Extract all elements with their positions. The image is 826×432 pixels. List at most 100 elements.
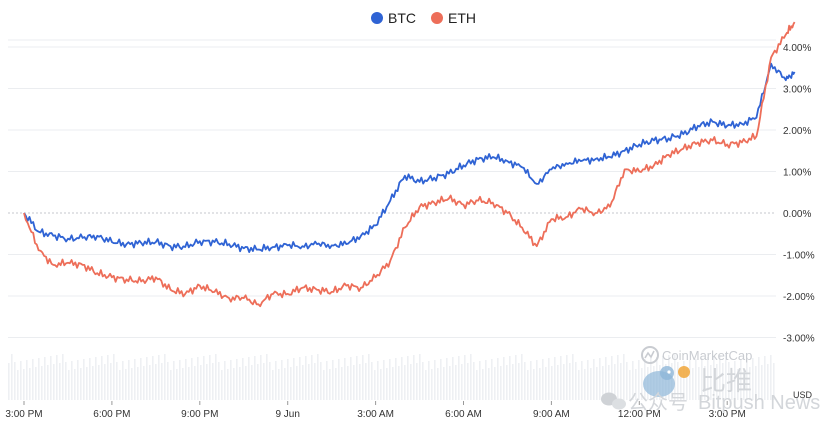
volume-bar (203, 356, 205, 400)
volume-bar (119, 370, 121, 400)
volume-bar (530, 361, 532, 400)
volume-bar (434, 360, 436, 400)
volume-bar (200, 365, 202, 400)
volume-bar (344, 358, 346, 400)
volume-bar (140, 358, 142, 400)
volume-bar (476, 370, 478, 400)
volume-bar (80, 368, 82, 400)
y-axis-unit: USD (793, 390, 813, 400)
volume-bar (611, 356, 613, 400)
y-tick-label: 2.00% (783, 126, 811, 137)
volume-bar (206, 364, 208, 400)
bitpush-cn-watermark: 比推 (700, 367, 752, 397)
volume-bar (563, 364, 565, 400)
volume-bar (392, 367, 394, 400)
y-axis-ticks: 4.00% 3.00% 2.00% 1.00% 0.00% -1.00% -2.00% -3.… (783, 43, 815, 345)
volume-bar (116, 362, 118, 400)
volume-bar (296, 366, 298, 400)
volume-bar (719, 355, 721, 400)
volume-bar (122, 361, 124, 400)
volume-bar (215, 354, 217, 400)
volume-bar (131, 368, 133, 400)
volume-bar (374, 370, 376, 400)
volume-bar (512, 364, 514, 400)
volume-bar (575, 362, 577, 400)
x-tick-label: 6:00 AM (445, 409, 482, 420)
legend-eth-swatch (431, 12, 443, 24)
volume-bar (602, 366, 604, 400)
volume-bar (317, 354, 319, 400)
volume-bar (155, 364, 157, 400)
volume-bar (110, 363, 112, 400)
volume-bar (329, 369, 331, 400)
volume-bar (65, 362, 67, 400)
volume-bar (194, 366, 196, 400)
volume-bar (437, 368, 439, 400)
volume-bar (272, 370, 274, 400)
volume-bar (515, 355, 517, 400)
volume-bar (752, 358, 754, 400)
volume-bar (98, 365, 100, 400)
volume-bar (14, 362, 16, 400)
volume-bar (128, 360, 130, 400)
series-line-eth (23, 21, 796, 308)
volume-bar (608, 365, 610, 400)
volume-bar (500, 366, 502, 400)
volume-bar (188, 367, 190, 400)
volume-bar (107, 355, 109, 400)
volume-bar (494, 367, 496, 400)
volume-bar (587, 360, 589, 400)
volume-bar (275, 361, 277, 400)
volume-bar (74, 369, 76, 400)
bitpush-news-watermark: Bitpush News (698, 392, 820, 414)
watermarks: CoinMarketCap 公众号 比推 Bitpush News (601, 346, 820, 414)
volume-bar (32, 359, 34, 400)
volume-bar (347, 366, 349, 400)
volume-bar (629, 370, 631, 400)
volume-bar (692, 368, 694, 400)
volume-bar (404, 365, 406, 400)
y-tick-label: 3.00% (783, 85, 811, 96)
x-axis-ticks: 3:00 PM 6:00 PM 9:00 PM 9 Jun 3:00 AM 6:00 AM… (5, 401, 746, 420)
volume-bar (383, 360, 385, 400)
volume-bar (542, 359, 544, 400)
volume-bar (710, 365, 712, 400)
volume-bar (185, 359, 187, 400)
volume-bar (236, 359, 238, 400)
volume-bar (743, 368, 745, 400)
volume-bar (287, 359, 289, 400)
volume-bar (677, 362, 679, 400)
volume-bar (302, 365, 304, 400)
volume-bar (293, 358, 295, 400)
volume-bar (446, 358, 448, 400)
volume-bar (164, 354, 166, 400)
volume-bar (725, 354, 727, 400)
volume-bar (635, 369, 637, 400)
volume-bar (389, 359, 391, 400)
volume-bar (449, 366, 451, 400)
volume-bar (443, 367, 445, 400)
volume-bar (161, 363, 163, 400)
volume-bar (260, 355, 262, 400)
volume-bar (209, 355, 211, 400)
volume-bar (605, 357, 607, 400)
volume-bar (89, 358, 91, 400)
legend-btc-swatch (371, 12, 383, 24)
volume-bar (626, 362, 628, 400)
volume-bar (731, 370, 733, 400)
volume-bar (545, 367, 547, 400)
volume-bar (197, 357, 199, 400)
volume-bar (521, 354, 523, 400)
volume-bar (452, 357, 454, 400)
volume-bar (746, 359, 748, 400)
volume-bar (158, 355, 160, 400)
volume-bar (314, 363, 316, 400)
volume-bar (686, 369, 688, 400)
volume-bar (707, 357, 709, 400)
volume-bar (113, 354, 115, 400)
volume-bar (50, 356, 52, 400)
volume-bar (560, 356, 562, 400)
volume-bar (227, 369, 229, 400)
volume-bar (461, 364, 463, 400)
